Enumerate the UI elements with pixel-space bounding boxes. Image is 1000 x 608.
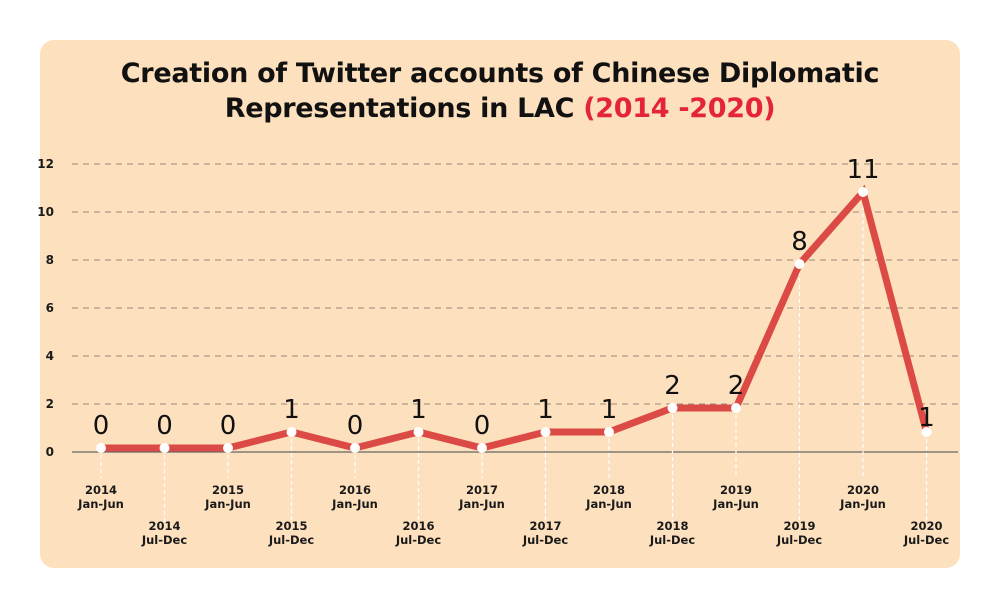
data-label: 1	[410, 395, 427, 425]
x-tick-label-period: Jan-Jun	[331, 497, 378, 511]
data-label: 8	[791, 227, 808, 257]
x-tick-label-year: 2020	[847, 483, 879, 497]
x-tick-label-period: Jan-Jun	[839, 497, 886, 511]
series-line	[101, 184, 930, 452]
data-label: 1	[537, 395, 554, 425]
data-point	[921, 427, 932, 437]
data-point	[159, 443, 170, 453]
x-tick-label-period: Jan-Jun	[77, 497, 124, 511]
x-tick-label-period: Jan-Jun	[458, 497, 505, 511]
data-point	[477, 443, 487, 453]
y-tick-label: 4	[46, 349, 54, 363]
data-label: 2	[664, 371, 681, 401]
x-tick-label-year: 2020	[910, 519, 942, 533]
chart-card	[40, 40, 960, 568]
x-tick-label-period: Jul-Dec	[776, 533, 823, 547]
data-point	[794, 259, 805, 269]
x-tick-label-year: 2015	[275, 519, 307, 533]
data-label: 0	[93, 411, 110, 441]
data-point	[540, 427, 551, 437]
data-point	[223, 443, 233, 453]
x-tick-label-year: 2014	[148, 519, 180, 533]
x-tick-label-year: 2019	[720, 483, 752, 497]
y-tick-label: 6	[46, 301, 54, 315]
data-point	[350, 443, 360, 453]
x-tick-label-period: Jul-Dec	[522, 533, 569, 547]
data-label: 1	[283, 395, 300, 425]
y-tick-label: 10	[37, 205, 54, 219]
x-tick-label-year: 2017	[466, 483, 498, 497]
data-label: 1	[918, 403, 935, 433]
title-year-range: (2014 -2020)	[583, 93, 776, 124]
x-tick-label-period: Jan-Jun	[204, 497, 251, 511]
data-label: 0	[347, 411, 364, 441]
x-tick-label-year: 2015	[212, 483, 244, 497]
x-tick-label-year: 2016	[402, 519, 434, 533]
x-tick-label-year: 2018	[656, 519, 688, 533]
y-tick-label: 0	[46, 445, 54, 459]
data-point	[858, 187, 868, 197]
x-tick-label-period: Jul-Dec	[649, 533, 696, 547]
data-label: 11	[846, 155, 879, 185]
x-tick-label-period: Jul-Dec	[903, 533, 950, 547]
data-label: 0	[156, 411, 173, 441]
data-point	[604, 427, 614, 437]
data-point	[731, 403, 741, 413]
x-tick-label-period: Jul-Dec	[268, 533, 315, 547]
x-tick-label-period: Jul-Dec	[141, 533, 188, 547]
title-line-2: Representations in LAC	[224, 93, 575, 124]
x-tick-label-period: Jan-Jun	[712, 497, 759, 511]
y-tick-label: 8	[46, 253, 54, 267]
x-tick-label-year: 2014	[85, 483, 117, 497]
data-point	[667, 403, 678, 413]
data-label: 1	[601, 395, 618, 425]
x-tick-label-period: Jul-Dec	[395, 533, 442, 547]
data-point	[413, 427, 424, 437]
chart-title: Creation of Twitter accounts of Chinese …	[40, 56, 960, 126]
data-point	[96, 443, 106, 453]
data-point	[286, 427, 297, 437]
data-label: 0	[220, 411, 237, 441]
y-tick-label: 2	[46, 397, 54, 411]
x-tick-label-year: 2019	[783, 519, 815, 533]
x-tick-label-period: Jan-Jun	[585, 497, 632, 511]
data-label: 2	[728, 371, 745, 401]
x-tick-label-year: 2018	[593, 483, 625, 497]
x-tick-label-year: 2017	[529, 519, 561, 533]
data-label: 0	[474, 411, 491, 441]
x-tick-label-year: 2016	[339, 483, 371, 497]
y-tick-label: 12	[37, 157, 54, 171]
title-line-1: Creation of Twitter accounts of Chinese …	[120, 58, 880, 89]
